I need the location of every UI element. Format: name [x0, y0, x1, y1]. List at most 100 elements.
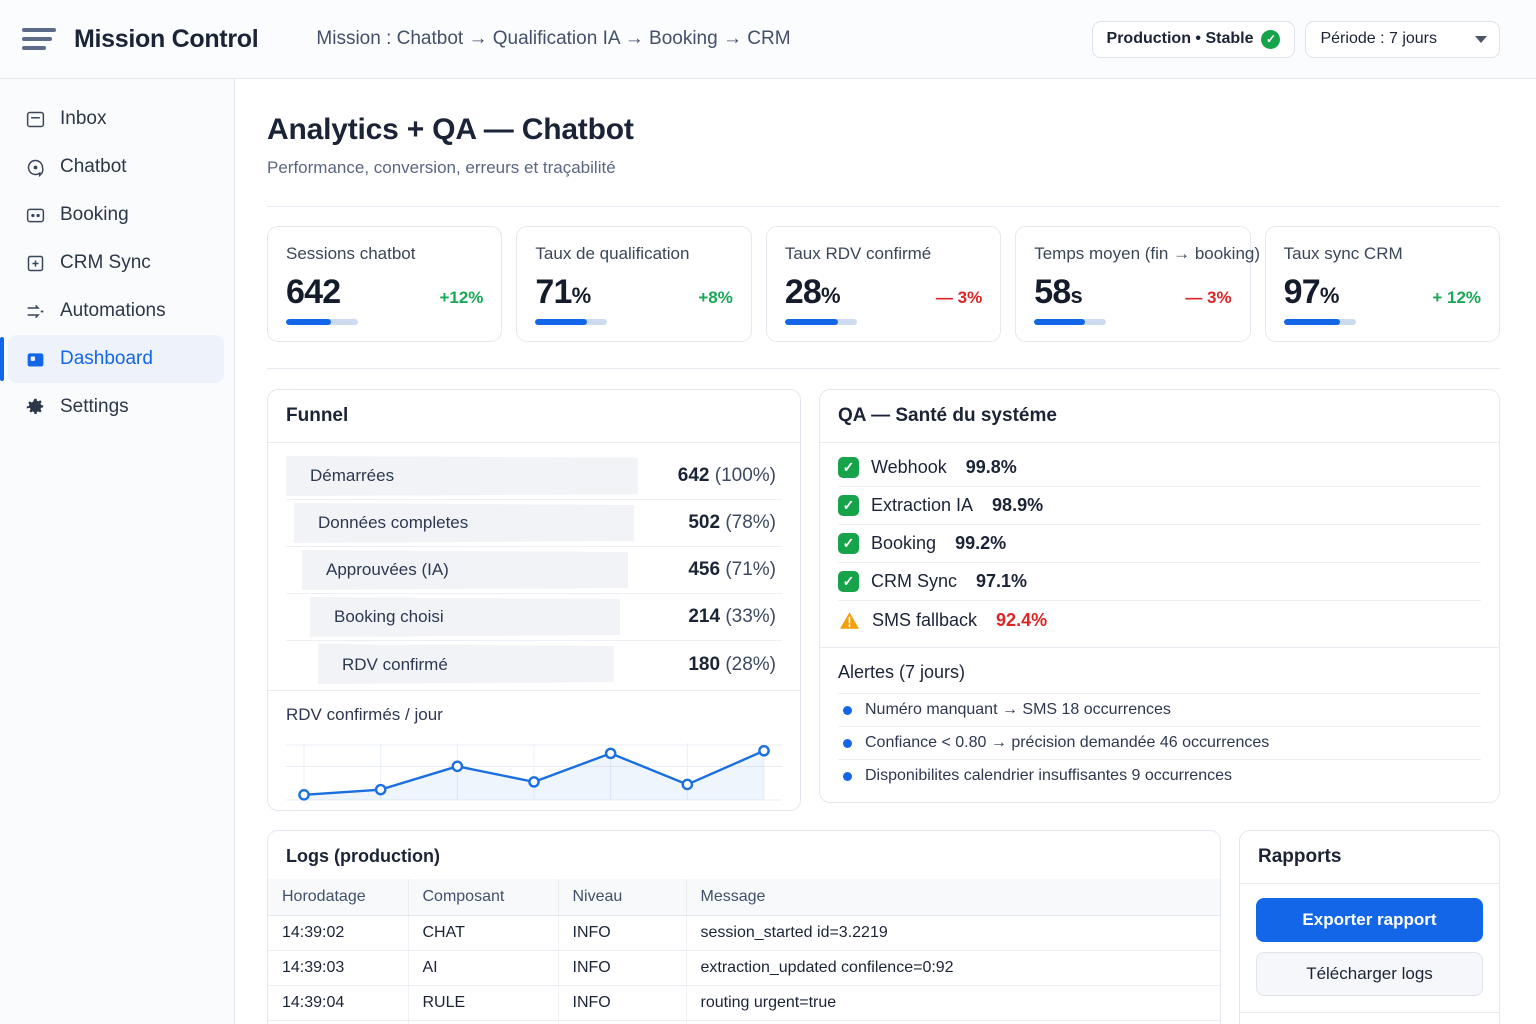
funnel-bar	[286, 456, 638, 496]
kpi-value: 642	[286, 273, 341, 311]
alert-text: Confiance < 0.80 → précision demandée 46…	[865, 734, 1270, 751]
qa-row: ✓ CRM Sync 97.1%	[838, 563, 1481, 601]
funnel-row[interactable]: RDV confirmé 180 (28%)	[286, 641, 782, 688]
environment-status-label: Production • Stable	[1106, 30, 1254, 47]
reports-title: Rapports	[1240, 831, 1499, 884]
kpi-delta: + 12%	[1432, 288, 1482, 307]
log-message: extraction_updated confilence=0:92	[686, 950, 1220, 986]
sidebar-item-label: CRM Sync	[60, 252, 151, 273]
sidebar-item-inbox[interactable]: Inbox	[8, 95, 224, 143]
qa-service-value: 99.8%	[965, 457, 1017, 477]
log-message: event_created id=EVT−22941	[686, 1020, 1220, 1024]
alerts-list: Numéro manquant → SMS 18 occurrences Con…	[820, 693, 1499, 802]
download-logs-button[interactable]: Télécharger logs	[1256, 952, 1483, 996]
main-content: Analytics + QA — Chatbot Performance, co…	[235, 79, 1536, 1024]
table-row[interactable]: 14:39:04 RULE INFO routing urgent=true	[268, 985, 1220, 1021]
alert-item[interactable]: Numéro manquant → SMS 18 occurrences	[838, 693, 1481, 726]
kpi-card-sessions[interactable]: Sessions chatbot 642 +12%	[267, 226, 503, 342]
funnel-stage-value: 180 (28%)	[688, 653, 776, 675]
kpi-label: Sessions chatbot	[286, 244, 416, 263]
kpi-progress-bar	[1283, 319, 1356, 325]
funnel-row[interactable]: Approuvées (IA) 456 (71%)	[286, 547, 782, 594]
alerts-title: Alertes (7 jours)	[820, 647, 1499, 693]
plus-square-icon	[24, 252, 46, 274]
sidebar-item-automations[interactable]: Automations	[8, 287, 224, 335]
log-component: AI	[408, 950, 559, 986]
check-square-icon: ✓	[838, 457, 859, 478]
log-time: 14:39:03	[268, 950, 409, 986]
sidebar-item-chatbot[interactable]: Chatbot	[8, 143, 224, 191]
sidebar-item-crm-sync[interactable]: CRM Sync	[8, 239, 224, 287]
sparkline-section: RDV confirmés / jour	[268, 690, 800, 810]
logs-col-composant[interactable]: Composant	[408, 879, 559, 916]
logs-col-horodatage[interactable]: Horodatage	[268, 879, 409, 916]
sidebar-item-label: Inbox	[60, 108, 107, 129]
sidebar-item-settings[interactable]: Settings	[8, 383, 224, 431]
log-level: INFO	[558, 950, 687, 986]
kpi-label: Taux de qualification	[535, 244, 690, 263]
log-component: RULE	[408, 985, 559, 1021]
kpi-card-temps-moyen[interactable]: Temps moyen (fin → booking) 58s — 3%	[1015, 226, 1260, 342]
alert-item[interactable]: Disponibilites calendrier insuffisantes …	[838, 759, 1481, 792]
kpi-progress-bar	[535, 319, 608, 325]
export-report-button[interactable]: Exporter rapport	[1256, 898, 1483, 942]
logs-panel: Logs (production) Horodatage Composant N…	[267, 830, 1221, 1024]
kpi-card-sync-crm[interactable]: Taux sync CRM 97% + 12%	[1264, 226, 1501, 342]
qa-row: ✓ Extraction IA 98.9%	[838, 487, 1481, 525]
kpi-label: Taux sync CRM	[1283, 244, 1403, 263]
bullet-icon	[843, 771, 852, 781]
qa-service-name: Extraction IA	[871, 495, 974, 515]
kpi-delta: +8%	[698, 288, 733, 307]
funnel-row[interactable]: Données completes 502 (78%)	[286, 500, 782, 547]
funnel-row[interactable]: Booking choisi 214 (33%)	[286, 594, 782, 641]
logs-table: Horodatage Composant Niveau Message 14:3…	[268, 879, 1220, 1024]
funnel-row[interactable]: Démarrées 642 (100%)	[286, 453, 782, 500]
breadcrumb: Mission : Chatbot → Qualification IA → B…	[316, 28, 791, 49]
alert-item[interactable]: Confiance < 0.80 → précision demandée 46…	[838, 726, 1481, 759]
sidebar-item-dashboard[interactable]: Dashboard	[0, 335, 224, 383]
kpi-progress-bar	[1034, 319, 1107, 325]
environment-status-pill[interactable]: Production • Stable ✓	[1091, 20, 1296, 58]
qa-health-panel: QA — Santé du systéme ✓ Webhook 99.8% ✓ …	[819, 389, 1500, 803]
period-label: Période : 7 jours	[1320, 30, 1437, 47]
funnel-stage-value: 502 (78%)	[688, 512, 776, 533]
qa-service-name: SMS fallback	[872, 609, 978, 630]
log-component: BOOK	[408, 1020, 559, 1024]
alert-text: Numéro manquant → SMS 18 occurrences	[865, 701, 1171, 718]
sparkline-title: RDV confirmés / jour	[286, 705, 443, 724]
kpi-value: 71%	[535, 273, 591, 311]
qa-service-name: Booking	[871, 533, 937, 553]
flow-arrow-icon	[24, 300, 46, 322]
funnel-stage-label: Approuvées (IA)	[326, 560, 449, 579]
dashboard-icon	[24, 348, 46, 370]
kpi-value: 97%	[1283, 273, 1340, 311]
kpi-row: Sessions chatbot 642 +12% Taux de qualif…	[267, 226, 1501, 342]
logs-col-message[interactable]: Message	[686, 879, 1220, 916]
kpi-label: Taux RDV confirmé	[784, 244, 932, 263]
brand-title: Mission Control	[74, 24, 259, 53]
sidebar-item-booking[interactable]: Booking	[8, 191, 224, 239]
kpi-progress-bar	[286, 319, 358, 325]
table-row[interactable]: 14:39:30 BOOK INFO event_created id=EVT−…	[268, 1020, 1220, 1024]
log-level: INFO	[558, 915, 687, 951]
qa-row: SMS fallback 92.4%	[838, 601, 1481, 639]
funnel-rows: Démarrées 642 (100%) Données completes 5…	[268, 443, 800, 690]
bullet-icon	[843, 705, 852, 715]
kpi-delta: +12%	[439, 288, 484, 307]
kpi-card-rdv-confirme[interactable]: Taux RDV confirmé 28% — 3%	[765, 226, 1002, 342]
sidebar-item-label: Automations	[60, 300, 166, 321]
sidebar-item-label: Settings	[60, 396, 129, 417]
chat-bubble-icon	[24, 156, 46, 178]
bottom-row: Logs (production) Horodatage Composant N…	[267, 830, 1500, 1024]
rdv-per-day-chart[interactable]	[286, 735, 782, 810]
table-row[interactable]: 14:39:03 AI INFO extraction_updated conf…	[268, 950, 1220, 986]
funnel-stage-label: Démarrées	[310, 466, 395, 485]
logs-col-niveau[interactable]: Niveau	[558, 879, 687, 916]
period-selector[interactable]: Période : 7 jours	[1305, 20, 1500, 58]
table-row[interactable]: 14:39:02 CHAT INFO session_started id=3.…	[268, 915, 1220, 951]
qa-title: QA — Santé du systéme	[820, 390, 1499, 443]
funnel-panel: Funnel Démarrées 642 (100%) Données comp…	[267, 389, 801, 811]
panels-row: Funnel Démarrées 642 (100%) Données comp…	[267, 389, 1500, 811]
hamburger-icon[interactable]	[22, 28, 56, 50]
kpi-card-qualification[interactable]: Taux de qualification 71% +8%	[516, 226, 752, 342]
